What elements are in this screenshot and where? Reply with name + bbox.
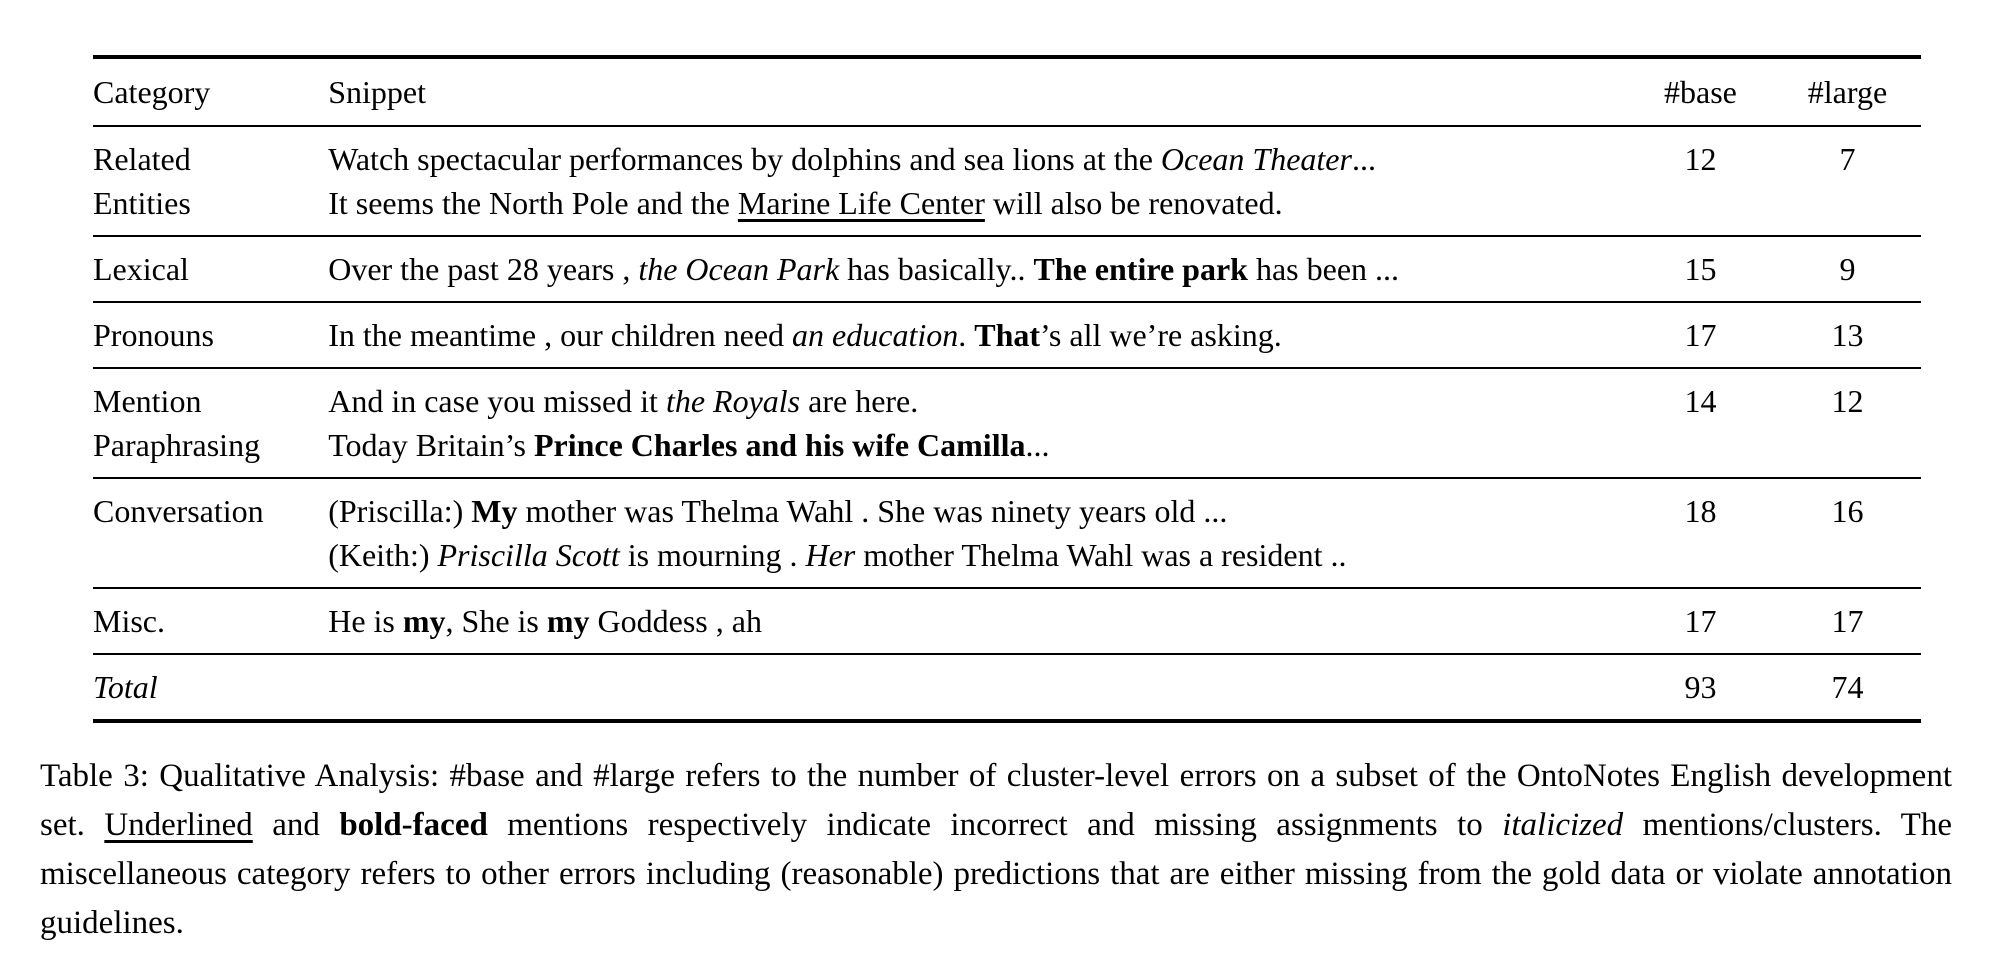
total-label: Total	[93, 669, 158, 705]
base-count: 18	[1684, 493, 1717, 529]
base-count: 14	[1684, 383, 1717, 419]
table-caption: Table 3: Qualitative Analysis: #base and…	[40, 758, 1952, 941]
category-cell: Related Entities	[93, 141, 191, 221]
large-count: 12	[1831, 383, 1864, 419]
table-row-related-entities: Related Entities Watch spectacular perfor…	[93, 126, 1921, 236]
large-count: 13	[1831, 317, 1864, 353]
qualitative-analysis-table: Category Snippet #base #large Related Ent…	[93, 55, 1921, 723]
column-header-large: #large	[1773, 57, 1921, 127]
snippet-cell-empty	[328, 654, 1627, 721]
snippet-cell: Watch spectacular performances by dolphi…	[328, 141, 1376, 221]
table-row-conversation: Conversation (Priscilla:) My mother was …	[93, 478, 1921, 588]
column-header-base: #base	[1626, 57, 1774, 127]
large-count: 16	[1831, 493, 1864, 529]
total-large-count: 74	[1831, 669, 1864, 705]
snippet-cell: (Priscilla:) My mother was Thelma Wahl .…	[328, 493, 1347, 573]
snippet-cell: In the meantime , our children need an e…	[328, 317, 1282, 353]
base-count: 17	[1684, 317, 1717, 353]
base-count: 12	[1684, 141, 1717, 177]
large-count: 7	[1839, 141, 1856, 177]
category-cell: Mention Paraphrasing	[93, 383, 261, 463]
large-count: 17	[1831, 603, 1864, 639]
snippet-cell: And in case you missed it the Royals are…	[328, 383, 1050, 463]
table-body: Related Entities Watch spectacular perfor…	[93, 126, 1921, 721]
category-cell: Conversation	[93, 493, 264, 529]
base-count: 17	[1684, 603, 1717, 639]
base-count: 15	[1684, 251, 1717, 287]
table-row-total: Total 93 74	[93, 654, 1921, 721]
table-row-pronouns: Pronouns In the meantime , our children …	[93, 302, 1921, 368]
header-row: Category Snippet #base #large	[93, 57, 1921, 127]
column-header-category: Category	[93, 57, 329, 127]
table-3-container: Category Snippet #base #large Related Ent…	[93, 55, 1921, 723]
column-header-snippet: Snippet	[328, 57, 1627, 127]
category-cell: Pronouns	[93, 317, 214, 353]
large-count: 9	[1839, 251, 1856, 287]
snippet-cell: Over the past 28 years , the Ocean Park …	[328, 251, 1400, 287]
category-cell: Lexical	[93, 251, 189, 287]
table-row-mention-paraphrasing: Mention Paraphrasing And in case you miss…	[93, 368, 1921, 478]
table-row-misc: Misc. He is my, She is my Goddess , ah 1…	[93, 588, 1921, 654]
table-row-lexical: Lexical Over the past 28 years , the Oce…	[93, 236, 1921, 302]
snippet-cell: He is my, She is my Goddess , ah	[328, 603, 762, 639]
total-base-count: 93	[1684, 669, 1717, 705]
table-header: Category Snippet #base #large	[93, 57, 1921, 127]
category-cell: Misc.	[93, 603, 165, 639]
